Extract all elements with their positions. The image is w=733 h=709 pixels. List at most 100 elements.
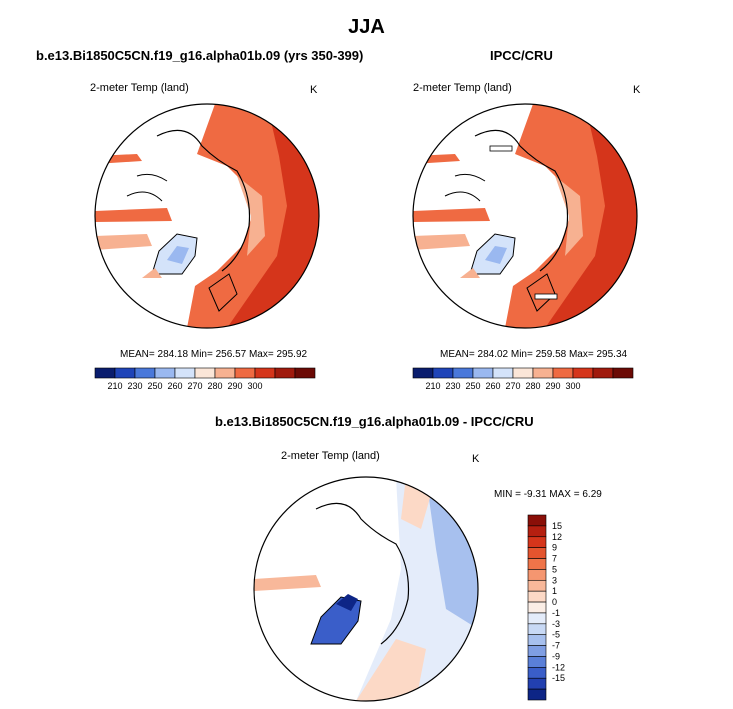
colorbar-swatch bbox=[527, 590, 547, 603]
map-fill-2 bbox=[413, 104, 637, 328]
colorbar-swatch bbox=[134, 367, 156, 379]
colorbar-swatch bbox=[174, 367, 196, 379]
colorbar-tick-label: 230 bbox=[445, 381, 460, 391]
colorbar-swatch bbox=[527, 547, 547, 559]
colorbar-swatch bbox=[527, 569, 547, 581]
colorbar-swatch bbox=[94, 367, 116, 379]
eurasia-south-warm bbox=[227, 104, 319, 328]
colorbar-swatch bbox=[527, 612, 547, 625]
na-strip bbox=[413, 208, 490, 222]
colorbar-swatch bbox=[472, 367, 494, 379]
colorbar-tick-label: 260 bbox=[167, 381, 182, 391]
colorbar-swatch bbox=[234, 367, 256, 379]
colorbar-swatch bbox=[294, 367, 316, 379]
colorbar-tick-label: 210 bbox=[425, 381, 440, 391]
colorbar-2: 210 230 250 260 270 280 290 300 bbox=[412, 367, 634, 391]
polar-map-1 bbox=[94, 103, 320, 329]
figure-title: JJA bbox=[348, 16, 385, 38]
colorbar-tick-label: 270 bbox=[505, 381, 520, 391]
colorbar-tick-label: 230 bbox=[127, 381, 142, 391]
colorbar-tick-label: 250 bbox=[147, 381, 162, 391]
colorbar-swatch bbox=[527, 645, 547, 657]
colorbar-tick-label: 15 bbox=[552, 521, 562, 531]
arctic-coastline bbox=[315, 502, 410, 645]
map-fill-3 bbox=[254, 477, 478, 701]
panel1-units: K bbox=[310, 84, 318, 96]
arctic-coastline bbox=[474, 129, 569, 272]
map-boundary bbox=[94, 103, 320, 329]
panel2-units: K bbox=[633, 84, 641, 96]
colorbar-swatch bbox=[412, 367, 434, 379]
colorbar-swatch bbox=[527, 579, 547, 592]
archipelago-coastline bbox=[126, 173, 168, 202]
colorbar-swatch bbox=[527, 667, 547, 679]
colorbar-tick-label: -5 bbox=[552, 630, 560, 640]
na-diff-strip bbox=[254, 575, 321, 591]
colorbar-tick-label: 5 bbox=[552, 564, 557, 574]
colorbar-tick-label: 250 bbox=[465, 381, 480, 391]
greenland-max-cold bbox=[336, 594, 358, 611]
colorbar-tick-label: 280 bbox=[207, 381, 222, 391]
greenland-south bbox=[460, 268, 480, 278]
archipelago-coastline bbox=[444, 173, 486, 202]
colorbar-swatch bbox=[527, 536, 547, 548]
colorbar-tick-label: -12 bbox=[552, 662, 565, 672]
colorbar-tick-label: 300 bbox=[247, 381, 262, 391]
colorbar-swatch bbox=[452, 367, 474, 379]
colorbar-tick-label: 3 bbox=[552, 575, 557, 585]
panel2-variable: 2-meter Temp (land) bbox=[413, 82, 512, 94]
colorbar-swatch bbox=[527, 656, 547, 668]
scandinavia bbox=[208, 273, 238, 312]
colorbar-swatch bbox=[214, 367, 236, 379]
europe-warm-bias bbox=[356, 639, 426, 701]
colorbar-swatch bbox=[527, 677, 547, 690]
map-boundary bbox=[253, 476, 479, 702]
colorbar-swatch bbox=[572, 367, 594, 379]
colorbar-swatch bbox=[274, 367, 296, 379]
colorbar-tick-label: 1 bbox=[552, 586, 557, 596]
colorbar-swatch bbox=[592, 367, 614, 379]
map-boundary bbox=[412, 103, 638, 329]
panel3-units: K bbox=[472, 453, 480, 465]
greenland-interior bbox=[167, 246, 189, 264]
panel3-stats: MIN = -9.31 MAX = 6.29 bbox=[494, 489, 602, 500]
colorbar-tick-label: 0 bbox=[552, 597, 557, 607]
colorbar-swatch bbox=[527, 688, 547, 701]
siberia-cool bbox=[555, 176, 583, 256]
colorbar-1: 210 230 250 260 270 280 290 300 bbox=[94, 367, 316, 391]
colorbar-tick-label: 270 bbox=[187, 381, 202, 391]
panel2-stats: MEAN= 284.02 Min= 259.58 Max= 295.34 bbox=[440, 349, 628, 360]
colorbar-swatch bbox=[527, 634, 547, 646]
colorbar-tick-label: -7 bbox=[552, 641, 560, 651]
colorbar-swatch bbox=[527, 514, 547, 527]
panel2-title: IPCC/CRU bbox=[490, 48, 553, 63]
colorbar-tick-label: 280 bbox=[525, 381, 540, 391]
polar-map-3 bbox=[253, 476, 479, 702]
colorbar-swatch bbox=[527, 558, 547, 570]
colorbar-tick-label: 290 bbox=[545, 381, 560, 391]
colorbar-tick-label: 260 bbox=[485, 381, 500, 391]
map-fill-1 bbox=[95, 104, 319, 328]
colorbar-swatch bbox=[194, 367, 216, 379]
colorbar-swatch bbox=[527, 623, 547, 636]
na-coast bbox=[95, 234, 152, 250]
colorbar-tick-label: 300 bbox=[565, 381, 580, 391]
colorbar-tick-label: 290 bbox=[227, 381, 242, 391]
colorbar-tick-label: -3 bbox=[552, 619, 560, 629]
colorbar-swatch bbox=[512, 367, 534, 379]
panel1-variable: 2-meter Temp (land) bbox=[90, 82, 189, 94]
colorbar-tick-label: -15 bbox=[552, 673, 565, 683]
colorbar-tick-label: -1 bbox=[552, 608, 560, 618]
colorbar-swatch bbox=[527, 525, 547, 538]
panel1-stats: MEAN= 284.18 Min= 256.57 Max= 295.92 bbox=[120, 349, 308, 360]
colorbar-swatch bbox=[432, 367, 454, 379]
eurasia-south-warm bbox=[545, 104, 637, 328]
colorbar-swatch bbox=[552, 367, 574, 379]
colorbar-tick-label: -9 bbox=[552, 651, 560, 661]
missing-data-bar bbox=[489, 145, 513, 152]
colorbar-tick-label: 7 bbox=[552, 554, 557, 564]
colorbar-swatch bbox=[254, 367, 276, 379]
greenland-south bbox=[142, 268, 162, 278]
